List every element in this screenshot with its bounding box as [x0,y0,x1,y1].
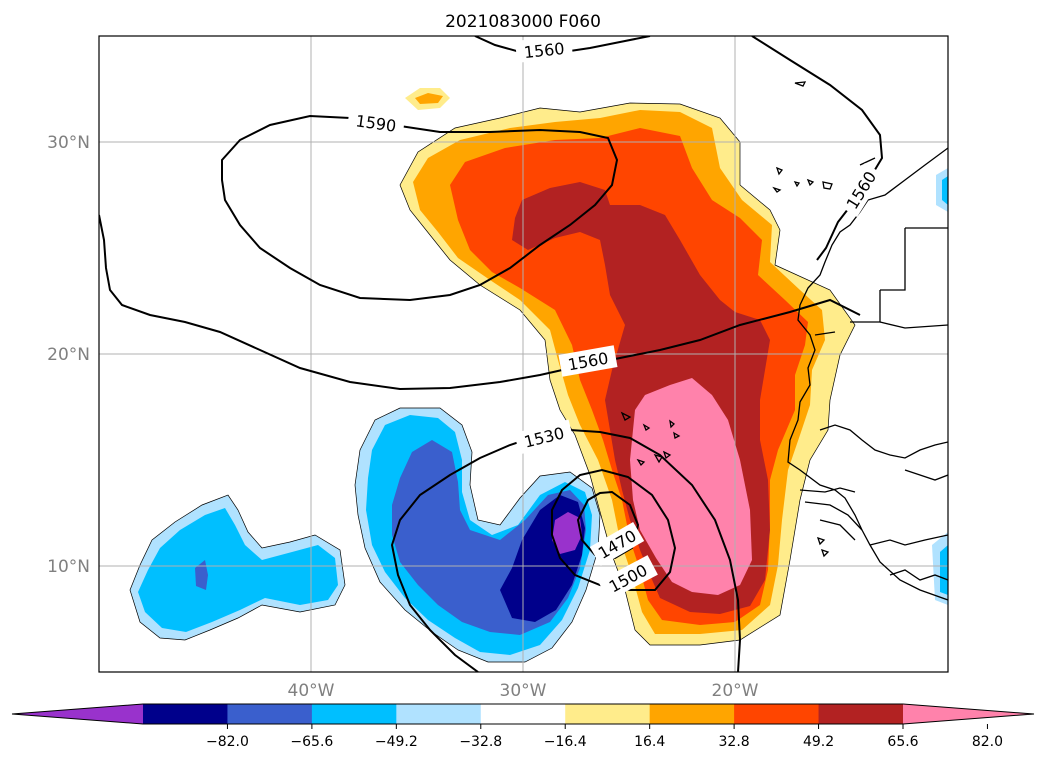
colorbar-segment [311,704,397,724]
colorbar-segment [818,704,904,724]
colorbar-tick-label: −49.2 [375,734,418,750]
colorbar-tick-label: −32.8 [459,734,502,750]
colorbar-tick-label: 49.2 [803,734,834,750]
anomaly-fill-small-north-inner [415,93,443,104]
colorbar-outline [11,703,1035,725]
anomaly-fill-east-edge-north-inner [942,176,948,205]
contour-label-1560-north: 1560 [523,39,565,62]
lon-label-30w: 30°W [500,681,547,701]
colorbar-tick-label: 16.4 [634,734,665,750]
contour-1500 [551,468,677,591]
anomaly-fill-neg82-east [552,512,582,554]
colorbar-tick-label: −16.4 [544,734,587,750]
colorbar-segment [734,704,820,724]
height-contours [99,36,884,672]
anomaly-fill-east-edge-south-inner [940,545,948,595]
map-area: 1560 1590 1560 1560 1530 1500 1470 [99,36,948,672]
colorbar-segment [227,704,313,724]
colorbar-extend-high [903,704,1034,724]
lon-label-20w: 20°W [712,681,759,701]
colorbar-segment [649,704,735,724]
colorbar-segment [480,704,566,724]
colorbar-segment [396,704,482,724]
colorbar-extend-low [12,704,143,724]
contour-1560-south [99,214,861,391]
anomaly-outline [129,102,856,663]
colorbar-tick-label: −82.0 [206,734,249,750]
map-frame [98,35,949,673]
map-title: 2021083000 F060 [445,12,601,32]
anomaly-fill-82 [630,378,752,595]
anomaly-fill-neg49-west [195,560,208,590]
lat-label-10n: 10°N [47,557,90,577]
colorbar-tick-label: 65.6 [887,734,918,750]
lon-label-40w: 40°W [288,681,335,701]
anomaly-fill-neg33-west [138,508,338,632]
contour-1560-east [751,36,884,261]
colorbar-segment [565,704,651,724]
lat-label-20n: 20°N [47,345,90,365]
colorbar: −82.0 −65.6 −49.2 −32.8 −16.4 16.4 32.8 49.2 65.… [11,703,1035,750]
colorbar-tick-label: 82.0 [972,734,1003,750]
colorbar-segment [143,704,228,724]
colorbar-tick-label: −65.6 [290,734,333,750]
colorbar-tick-label: 32.8 [719,734,750,750]
gridlines [99,36,948,672]
lat-label-30n: 30°N [47,133,90,153]
